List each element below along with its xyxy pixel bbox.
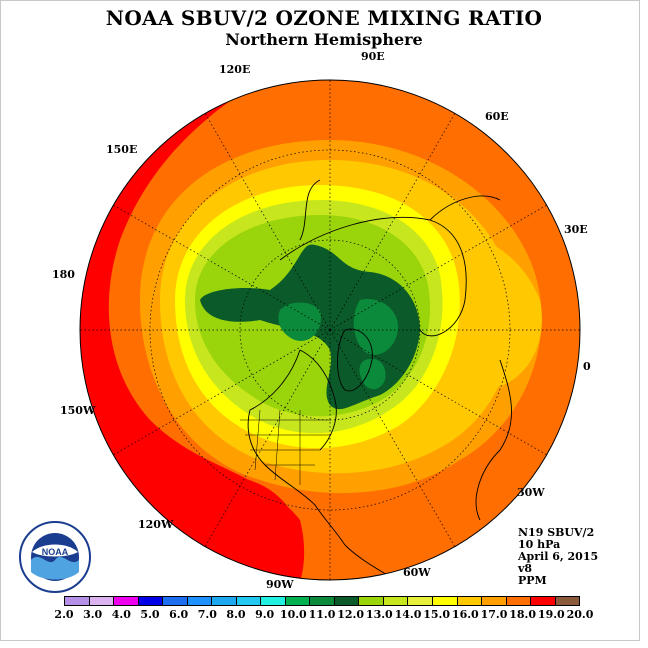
colorbar-tick-label: 2.0 bbox=[54, 608, 74, 621]
colorbar-cell bbox=[310, 597, 335, 605]
colorbar-tick-label: 7.0 bbox=[197, 608, 217, 621]
colorbar-tick-label: 10.0 bbox=[279, 608, 307, 621]
colorbar-tick-label: 5.0 bbox=[140, 608, 160, 621]
info-units: PPM bbox=[518, 574, 547, 587]
contour-10-11-b bbox=[353, 299, 399, 355]
colorbar-cell bbox=[163, 597, 188, 605]
colorbar-cell bbox=[555, 597, 580, 605]
colorbar-cell bbox=[408, 597, 433, 605]
colorbar-cell bbox=[89, 597, 115, 605]
us-grid bbox=[240, 409, 330, 485]
colorbar-tick-label: 8.0 bbox=[226, 608, 246, 621]
longitude-label: 120E bbox=[219, 63, 251, 76]
colorbar-tick-label: 19.0 bbox=[537, 608, 565, 621]
map-title: NOAA SBUV/2 OZONE MIXING RATIO bbox=[105, 6, 543, 30]
colorbar-tick-label: 11.0 bbox=[308, 608, 336, 621]
colorbar-cell bbox=[506, 597, 532, 605]
colorbar-tick-label: 9.0 bbox=[255, 608, 275, 621]
colorbar-cell bbox=[432, 597, 458, 605]
map-subtitle: Northern Hemisphere bbox=[225, 30, 423, 49]
colorbar-cell bbox=[138, 597, 164, 605]
longitude-label: 30E bbox=[564, 223, 588, 236]
info-version: v8 bbox=[518, 562, 533, 575]
colorbar-cell bbox=[65, 597, 90, 605]
info-satellite: N19 SBUV/2 bbox=[518, 526, 595, 539]
colorbar-tick-label: 12.0 bbox=[337, 608, 365, 621]
longitude-label: 150E bbox=[106, 143, 138, 156]
colorbar-tick-label: 4.0 bbox=[111, 608, 131, 621]
colorbar-cell bbox=[285, 597, 311, 605]
colorbar-tick-label: 6.0 bbox=[169, 608, 189, 621]
contour-10-11-c bbox=[359, 358, 386, 390]
contour-10-11 bbox=[278, 302, 321, 341]
logo-text: NOAA bbox=[42, 547, 69, 557]
colorbar-cell bbox=[531, 597, 556, 605]
colorbar-tick-label: 14.0 bbox=[394, 608, 422, 621]
colorbar-tick-label: 20.0 bbox=[566, 608, 594, 621]
info-date: April 6, 2015 bbox=[518, 550, 599, 563]
colorbar-tick-label: 3.0 bbox=[83, 608, 103, 621]
longitude-label: 0 bbox=[583, 360, 591, 373]
coast-north-america bbox=[247, 349, 346, 546]
coast-south-america bbox=[344, 544, 431, 580]
colorbar-cell bbox=[212, 597, 237, 605]
longitude-label: 60W bbox=[403, 566, 431, 579]
coast-eurasia bbox=[279, 179, 501, 337]
colorbar-cell bbox=[261, 597, 286, 605]
colorbar bbox=[64, 596, 580, 606]
colorbar-cell bbox=[359, 597, 384, 605]
colorbar-tick-label: 17.0 bbox=[480, 608, 508, 621]
colorbar-cell bbox=[114, 597, 139, 605]
longitude-label: 60E bbox=[485, 110, 509, 123]
longitude-label: 90E bbox=[361, 50, 385, 63]
longitude-label: 180 bbox=[52, 268, 75, 281]
colorbar-cell bbox=[383, 597, 409, 605]
colorbar-tick-label: 18.0 bbox=[509, 608, 537, 621]
colorbar-cell bbox=[236, 597, 262, 605]
colorbar-cell bbox=[334, 597, 360, 605]
colorbar-cell bbox=[457, 597, 483, 605]
coast-greenland bbox=[337, 328, 373, 392]
colorbar-cell bbox=[482, 597, 507, 605]
coast-africa bbox=[475, 359, 512, 521]
lat-circle-60 bbox=[239, 239, 421, 421]
info-level: 10 hPa bbox=[518, 538, 561, 551]
longitude-label: 90W bbox=[266, 578, 294, 591]
colorbar-cell bbox=[187, 597, 213, 605]
noaa-logo: NOAA bbox=[19, 521, 91, 593]
longitude-label: 30W bbox=[517, 486, 545, 499]
contour-18-19 bbox=[80, 80, 305, 580]
colorbar-tick-label: 15.0 bbox=[423, 608, 451, 621]
colorbar-tick-label: 16.0 bbox=[451, 608, 479, 621]
longitude-label: 120W bbox=[138, 518, 174, 531]
longitude-label: 150W bbox=[60, 404, 96, 417]
map-boundary bbox=[79, 79, 581, 581]
colorbar-tick-label: 13.0 bbox=[365, 608, 393, 621]
